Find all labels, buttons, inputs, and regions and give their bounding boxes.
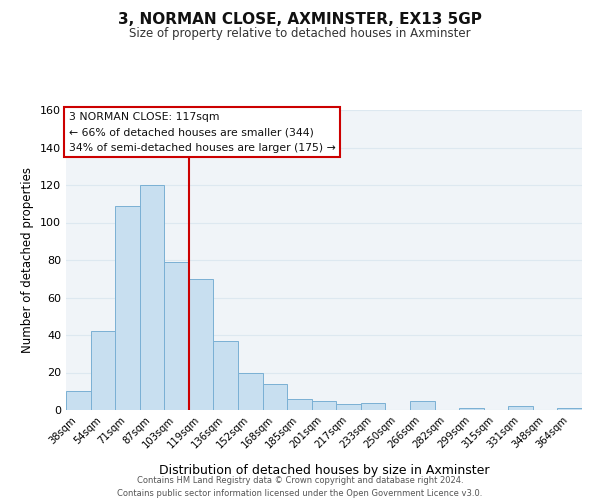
Bar [361, 402, 385, 410]
Bar [410, 400, 434, 410]
Bar [189, 279, 214, 410]
Text: Size of property relative to detached houses in Axminster: Size of property relative to detached ho… [129, 28, 471, 40]
Bar [91, 331, 115, 410]
Bar [214, 340, 238, 410]
Bar [287, 399, 312, 410]
Bar [508, 406, 533, 410]
Text: 3 NORMAN CLOSE: 117sqm
← 66% of detached houses are smaller (344)
34% of semi-de: 3 NORMAN CLOSE: 117sqm ← 66% of detached… [68, 112, 335, 152]
Bar [164, 262, 189, 410]
Bar [140, 185, 164, 410]
Y-axis label: Number of detached properties: Number of detached properties [22, 167, 34, 353]
X-axis label: Distribution of detached houses by size in Axminster: Distribution of detached houses by size … [159, 464, 489, 477]
Text: 3, NORMAN CLOSE, AXMINSTER, EX13 5GP: 3, NORMAN CLOSE, AXMINSTER, EX13 5GP [118, 12, 482, 28]
Text: Contains HM Land Registry data © Crown copyright and database right 2024.
Contai: Contains HM Land Registry data © Crown c… [118, 476, 482, 498]
Bar [115, 206, 140, 410]
Bar [263, 384, 287, 410]
Bar [459, 408, 484, 410]
Bar [312, 400, 336, 410]
Bar [336, 404, 361, 410]
Bar [238, 372, 263, 410]
Bar [557, 408, 582, 410]
Bar [66, 391, 91, 410]
